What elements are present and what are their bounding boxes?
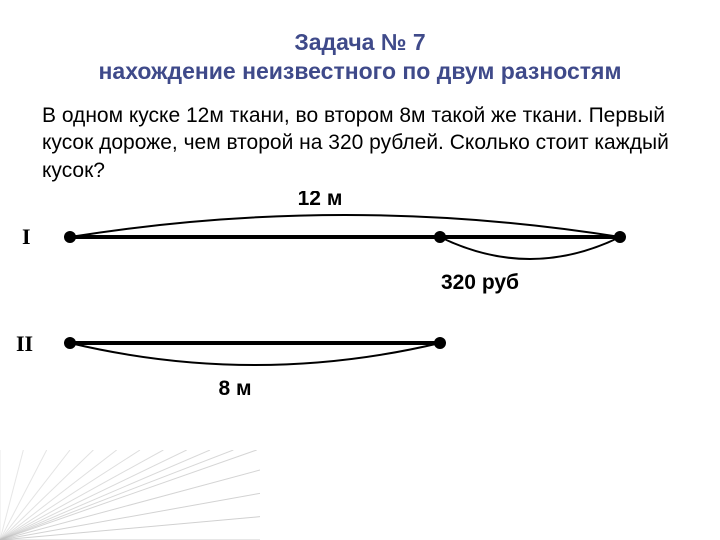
svg-text:I: I [22,224,31,249]
svg-text:8 м: 8 м [218,377,251,400]
segment-diagram: I 12 м 320 руб II 8 м [0,191,720,451]
problem-text: В одном куске 12м ткани, во втором 8м та… [0,86,720,185]
svg-text:12 м: 12 м [298,191,343,210]
svg-text:II: II [16,331,33,356]
segment-diagram-svg: I 12 м 320 руб II 8 м [0,191,720,451]
title-line-2: нахождение неизвестного по двум разностя… [0,57,720,86]
title-block: Задача № 7 нахождение неизвестного по дв… [0,0,720,86]
title-line-1: Задача № 7 [0,28,720,57]
svg-text:320 руб: 320 руб [441,271,519,294]
corner-decoration [0,450,260,540]
